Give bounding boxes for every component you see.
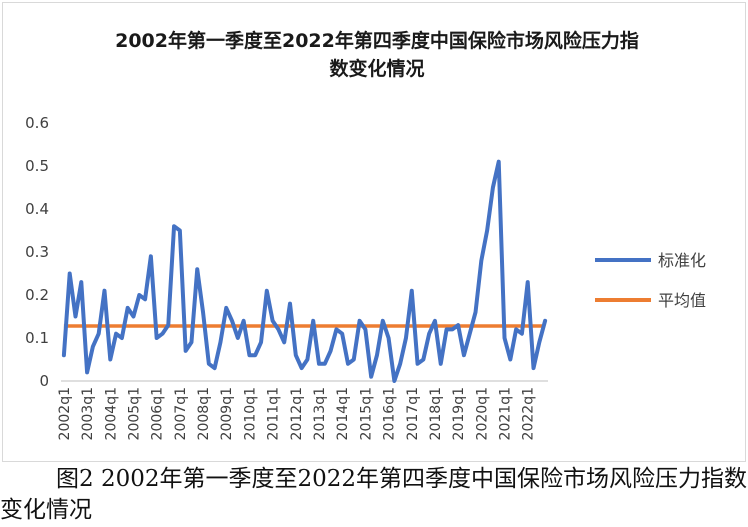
x-tick-label: 2004q1 bbox=[103, 387, 119, 440]
y-tick-label: 0.3 bbox=[25, 243, 49, 261]
x-tick-label: 2019q1 bbox=[451, 387, 467, 440]
chart-container: 2002年第一季度至2022年第四季度中国保险市场风险压力指 数变化情况 0 0.… bbox=[2, 2, 746, 462]
x-tick-label: 2008q1 bbox=[196, 387, 212, 440]
x-tick-label: 2016q1 bbox=[382, 387, 398, 440]
plot-area bbox=[61, 159, 548, 383]
y-tick-label: 0.4 bbox=[25, 200, 49, 218]
x-tick-label: 2015q1 bbox=[358, 387, 374, 440]
x-tick-label: 2020q1 bbox=[474, 387, 490, 440]
x-tick-label: 2018q1 bbox=[428, 387, 444, 440]
y-tick-label: 0.2 bbox=[25, 286, 49, 304]
risk-index-line-chart: 2002年第一季度至2022年第四季度中国保险市场风险压力指 数变化情况 0 0.… bbox=[25, 29, 706, 440]
y-tick-label: 0.1 bbox=[25, 329, 49, 347]
x-tick-label: 2014q1 bbox=[335, 387, 351, 440]
x-tick-label: 2021q1 bbox=[498, 387, 514, 440]
y-tick-label: 0.6 bbox=[25, 114, 49, 132]
x-axis: 2002q1 2003q1 2004q1 2005q1 2006q1 2007q1 2008… bbox=[57, 380, 548, 440]
x-tick-label: 2005q1 bbox=[126, 387, 142, 440]
standardized-series-line bbox=[61, 159, 548, 383]
legend-label: 平均值 bbox=[658, 291, 706, 310]
x-tick-label: 2011q1 bbox=[266, 387, 282, 440]
x-tick-label: 2003q1 bbox=[80, 387, 96, 440]
x-tick-label: 2009q1 bbox=[219, 387, 235, 440]
x-tick-label: 2007q1 bbox=[173, 387, 189, 440]
x-tick-label: 2013q1 bbox=[312, 387, 328, 440]
x-tick-label: 2012q1 bbox=[289, 387, 305, 440]
x-tick-label: 2002q1 bbox=[57, 387, 73, 440]
x-tick-label: 2006q1 bbox=[150, 387, 166, 440]
y-tick-label: 0.5 bbox=[25, 157, 49, 175]
y-axis: 0 0.1 0.2 0.3 0.4 0.5 0.6 bbox=[25, 114, 49, 390]
x-tick-label: 2010q1 bbox=[242, 387, 258, 440]
legend-label: 标准化 bbox=[658, 251, 706, 270]
figure-caption: 图2 2002年第一季度至2022年第四季度中国保险市场风险压力指数变化情况 bbox=[0, 466, 748, 523]
chart-title-line1: 2002年第一季度至2022年第四季度中国保险市场风险压力指 bbox=[115, 29, 639, 52]
x-tick-label: 2017q1 bbox=[405, 387, 421, 440]
chart-title-line2: 数变化情况 bbox=[329, 57, 424, 80]
y-tick-label: 0 bbox=[39, 372, 49, 390]
x-tick-label: 2022q1 bbox=[521, 387, 537, 440]
